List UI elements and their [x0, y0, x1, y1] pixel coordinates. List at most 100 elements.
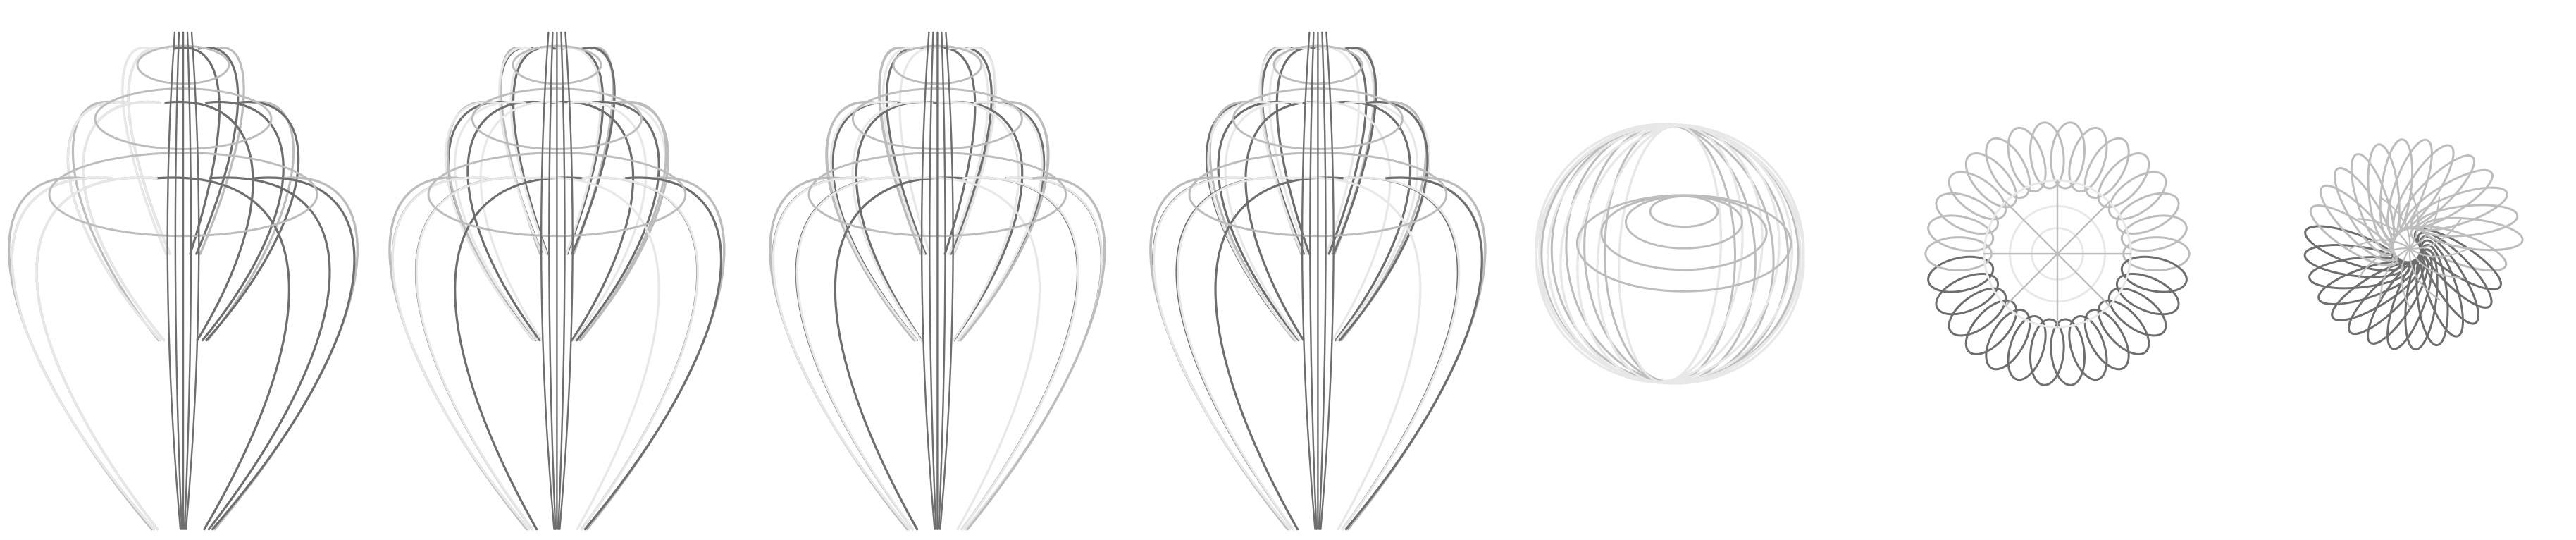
shell-loop — [960, 176, 1079, 531]
shell-spoke — [2408, 188, 2419, 250]
shell-drawing — [769, 31, 1106, 531]
shell-loop — [2367, 143, 2401, 246]
shell-whorl-ring — [1575, 194, 1792, 293]
shell-loop — [1618, 124, 1722, 383]
shell-rim — [427, 152, 687, 238]
shell-loop — [834, 176, 964, 531]
shell-loop — [1964, 152, 2018, 209]
shell-loop — [1224, 100, 1303, 342]
shell-loop — [578, 100, 669, 342]
shell-loop — [772, 176, 910, 531]
shell-loop — [567, 100, 648, 342]
shell-spoke — [2379, 247, 2411, 301]
shell-loop — [388, 176, 528, 531]
shell-loop — [960, 176, 1080, 531]
shell-columella — [540, 31, 555, 530]
shell-columella — [559, 31, 574, 530]
shell-columella — [939, 31, 954, 530]
shell-loop — [2386, 138, 2433, 236]
shell-loop — [205, 100, 300, 342]
shell-loop — [2304, 225, 2402, 272]
shell-loop — [1935, 273, 2000, 316]
shell-loop — [829, 100, 918, 342]
shell-spoke — [2408, 218, 2462, 250]
shell-spoke — [2005, 252, 2059, 307]
shell-loop — [2115, 192, 2180, 235]
wireframe-shell-top-view — [1874, 0, 2241, 540]
shell-loop — [1985, 308, 2031, 371]
shell-loop — [82, 100, 166, 342]
shell-loop — [1547, 124, 1793, 383]
shell-columella — [1318, 31, 1327, 530]
shell-loop — [11, 176, 155, 531]
shell-loop — [2115, 273, 2180, 316]
shell-loop — [769, 176, 909, 531]
shell-spoke — [2358, 247, 2411, 279]
shell-loop — [66, 100, 161, 342]
shell-loop — [211, 176, 356, 531]
shell-loop — [11, 176, 155, 531]
shell-loop — [936, 100, 1020, 342]
shell-loop — [550, 100, 635, 342]
shell-loop — [851, 100, 934, 342]
shell-columella — [920, 31, 936, 530]
shell-rim — [851, 87, 1023, 150]
shell-loop — [479, 100, 564, 342]
shell-loop — [580, 176, 699, 531]
shell-loop — [2068, 126, 2108, 193]
shell-columella — [1320, 31, 1335, 530]
shell-columella — [183, 31, 192, 530]
shell-spoke — [2408, 247, 2470, 258]
shell-loop — [2107, 171, 2167, 221]
shell-loop — [1149, 176, 1289, 531]
shell-columella — [1301, 31, 1316, 530]
shell-loop — [8, 176, 153, 531]
shell-loop — [2410, 225, 2508, 272]
shell-loop — [580, 176, 699, 531]
shell-loop — [391, 176, 530, 531]
shell-loop — [195, 47, 240, 255]
shell-columella — [938, 31, 946, 530]
wireframe-shell-apex-view — [2262, 0, 2558, 540]
shell-loop — [2120, 255, 2188, 293]
shell-spoke — [2401, 247, 2411, 309]
shell-rim — [94, 87, 273, 150]
shell-loop — [956, 100, 1044, 342]
shell-spoke — [2349, 239, 2411, 250]
shell-whorl-ring — [1624, 195, 1744, 250]
shell-loop — [557, 47, 602, 255]
shell-loop — [388, 176, 528, 531]
shell-columella — [166, 31, 182, 530]
shell-loop — [1340, 100, 1428, 342]
shell-loop — [2413, 228, 2502, 291]
shell-loop — [1341, 176, 1459, 531]
shell-loop — [35, 176, 159, 531]
shell-loop — [2083, 137, 2130, 200]
shell-loop — [795, 176, 915, 531]
shell-loop — [2331, 261, 2421, 321]
shell-loop — [826, 100, 915, 342]
shell-loop — [1547, 124, 1793, 383]
shell-rim — [1232, 87, 1404, 150]
shell-loop — [769, 176, 909, 531]
shell-loop — [453, 100, 538, 342]
shell-loop — [2421, 216, 2524, 252]
shell-loop — [206, 100, 295, 342]
shell-rim — [1188, 152, 1448, 238]
shell-loop — [1207, 100, 1297, 342]
shell-columella — [548, 31, 557, 530]
shell-loop — [586, 176, 726, 531]
shell-spoke — [2408, 247, 2441, 301]
shell-loop — [1948, 171, 2007, 221]
shell-spoke — [2408, 196, 2441, 250]
shell-loop — [82, 100, 166, 342]
shell-columella — [929, 31, 937, 530]
shell-whorl-ring — [1649, 195, 1719, 228]
shell-drawing — [1535, 123, 1805, 385]
shell-loop — [1948, 287, 2007, 337]
shell-rim — [471, 87, 643, 150]
shell-spoke — [2056, 201, 2110, 255]
shell-loop — [2120, 214, 2188, 252]
shell-loop — [71, 100, 160, 342]
shell-loop — [941, 100, 1024, 342]
